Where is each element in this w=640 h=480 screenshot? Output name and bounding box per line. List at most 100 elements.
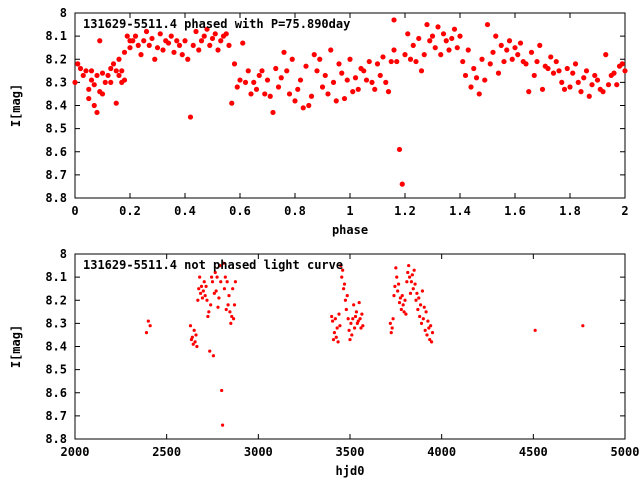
y-tick-label: 8.2 [45, 52, 67, 66]
data-point [208, 349, 212, 353]
data-point [567, 84, 573, 90]
data-point [225, 280, 229, 284]
data-point [426, 319, 430, 323]
data-point [396, 146, 403, 153]
y-axis-label: I[mag] [9, 84, 23, 127]
data-point [303, 63, 309, 69]
data-point [231, 317, 236, 321]
data-point [334, 335, 338, 339]
data-point [363, 77, 370, 83]
data-point [354, 310, 359, 314]
data-point [168, 33, 174, 39]
data-point [352, 75, 359, 81]
data-point [132, 33, 139, 39]
x-tick-label: 2000 [61, 445, 90, 459]
data-point [391, 47, 397, 53]
data-point [462, 72, 469, 79]
data-point [406, 270, 410, 275]
data-point [206, 314, 210, 319]
data-point [589, 82, 595, 88]
data-point [146, 42, 152, 48]
data-point [440, 31, 447, 37]
x-axis-label: phase [332, 223, 368, 237]
data-point [256, 72, 262, 79]
data-point [209, 35, 216, 42]
y-tick-label: 8.6 [45, 386, 67, 400]
data-point [347, 328, 351, 332]
data-point [99, 91, 106, 97]
data-point [561, 86, 568, 92]
data-point [403, 298, 407, 302]
data-point [605, 82, 612, 88]
data-point [202, 280, 206, 284]
data-point [148, 324, 152, 328]
data-point [506, 38, 513, 44]
data-point [388, 321, 392, 325]
data-point [390, 326, 394, 330]
data-point [251, 79, 257, 85]
data-point [353, 314, 358, 319]
data-point [211, 354, 216, 358]
data-point [222, 287, 227, 291]
data-point [119, 68, 125, 74]
data-point [460, 58, 466, 65]
data-point [338, 324, 342, 328]
data-point [388, 58, 394, 65]
data-point [108, 65, 114, 72]
x-tick-label: 5000 [611, 445, 640, 459]
data-point [154, 45, 161, 51]
data-point [611, 70, 617, 76]
data-point [72, 79, 78, 85]
phased-light-curve-panel: 0 0.2 0.4 0.6 0.8 1 1.2 1.4 1.6 1.8 2 8 8.1 8.2 8.3 8.4… [9, 6, 629, 237]
data-point [330, 319, 335, 323]
data-point [501, 58, 507, 65]
y-tick-label: 8.8 [45, 191, 67, 205]
data-point [94, 109, 100, 116]
data-point [399, 181, 405, 187]
data-point [451, 26, 458, 32]
data-point [359, 326, 363, 330]
x-tick-label: 0 [71, 204, 78, 218]
data-point [275, 84, 282, 90]
data-point [232, 303, 237, 307]
x-tick-label: 0.6 [229, 204, 251, 218]
data-point [264, 77, 271, 83]
data-point [418, 303, 423, 307]
data-point [603, 52, 609, 58]
data-point [413, 282, 417, 286]
data-point [215, 275, 219, 279]
data-point [550, 70, 557, 76]
x-tick-label: 4500 [519, 445, 548, 459]
data-point [77, 65, 84, 72]
data-point [361, 68, 367, 74]
data-point [198, 38, 205, 44]
chart-title: 131629-5511.4 phased with P=75.890day [83, 17, 350, 31]
data-point [113, 100, 119, 106]
data-point [578, 89, 584, 95]
y-tick-label: 8.8 [45, 432, 67, 446]
data-point [116, 72, 122, 79]
data-point [443, 38, 449, 44]
data-point [592, 72, 598, 79]
data-point [331, 337, 336, 342]
data-point [419, 321, 424, 325]
data-point [223, 275, 227, 279]
data-point [196, 298, 200, 302]
data-points [72, 17, 628, 187]
data-point [396, 282, 401, 286]
data-point [218, 38, 224, 44]
data-point [622, 68, 628, 74]
data-point [219, 280, 223, 284]
data-point [454, 45, 460, 51]
data-point [278, 75, 284, 81]
data-point [193, 340, 197, 344]
data-point [191, 342, 195, 346]
data-point [594, 77, 601, 83]
data-point [188, 324, 193, 328]
data-point [195, 344, 199, 349]
data-point [176, 42, 183, 48]
ticks: 0 0.2 0.4 0.6 0.8 1 1.2 1.4 1.6 1.8 2 8 8.1 8.2 8.3 8.4… [45, 6, 628, 218]
data-point [449, 35, 455, 42]
y-tick-label: 8.3 [45, 316, 67, 330]
data-point [356, 319, 360, 323]
